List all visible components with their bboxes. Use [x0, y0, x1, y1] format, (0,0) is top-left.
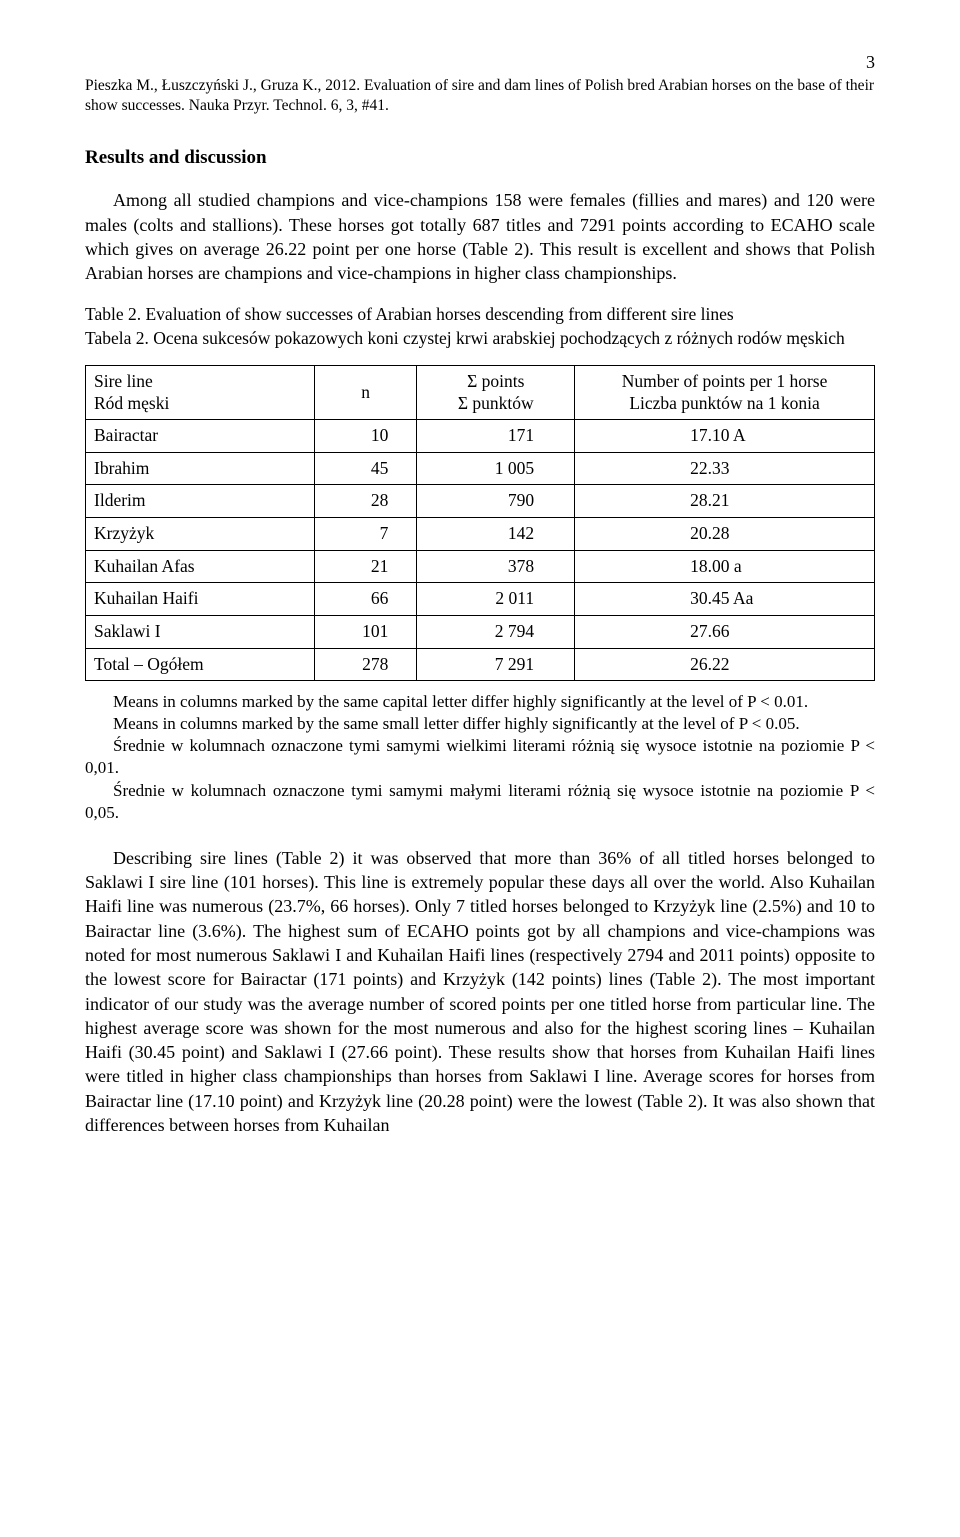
- col-header-sireline: Sire line Ród męski: [86, 365, 315, 420]
- cell-points: 7 291: [417, 648, 575, 681]
- col-header-label: Sire line: [94, 371, 153, 391]
- cell-points: 1 005: [417, 452, 575, 485]
- table-note: Means in columns marked by the same smal…: [85, 713, 875, 735]
- table-notes: Means in columns marked by the same capi…: [85, 691, 875, 824]
- cell-n: 10: [314, 420, 417, 453]
- cell-n: 278: [314, 648, 417, 681]
- table-note: Średnie w kolumnach oznaczone tymi samym…: [85, 735, 875, 779]
- header-citation: Pieszka M., Łuszczyński J., Gruza K., 20…: [85, 76, 875, 116]
- table-note: Średnie w kolumnach oznaczone tymi samym…: [85, 780, 875, 824]
- sire-line-table: Sire line Ród męski n Σ points Σ punktów…: [85, 365, 875, 682]
- col-header-points: Σ points Σ punktów: [417, 365, 575, 420]
- cell-avg: 27.66: [575, 615, 875, 648]
- table-row-total: Total – Ogółem 278 7 291 26.22: [86, 648, 875, 681]
- cell-n: 21: [314, 550, 417, 583]
- cell-avg: 28.21: [575, 485, 875, 518]
- cell-points: 378: [417, 550, 575, 583]
- cell-avg: 30.45 Aa: [575, 583, 875, 616]
- cell-points: 171: [417, 420, 575, 453]
- col-header-label: Liczba punktów na 1 konia: [629, 393, 820, 413]
- table-row: Ibrahim 45 1 005 22.33: [86, 452, 875, 485]
- cell-n: 28: [314, 485, 417, 518]
- cell-name: Krzyżyk: [86, 518, 315, 551]
- cell-avg: 20.28: [575, 518, 875, 551]
- cell-avg: 26.22: [575, 648, 875, 681]
- table-note: Means in columns marked by the same capi…: [85, 691, 875, 713]
- cell-name: Ibrahim: [86, 452, 315, 485]
- discussion-paragraph: Describing sire lines (Table 2) it was o…: [85, 846, 875, 1138]
- cell-n: 7: [314, 518, 417, 551]
- cell-name: Saklawi I: [86, 615, 315, 648]
- col-header-label: Σ punktów: [458, 393, 534, 413]
- cell-points: 2 011: [417, 583, 575, 616]
- col-header-n: n: [314, 365, 417, 420]
- cell-n: 45: [314, 452, 417, 485]
- cell-name: Bairactar: [86, 420, 315, 453]
- cell-points: 2 794: [417, 615, 575, 648]
- cell-name: Ilderim: [86, 485, 315, 518]
- table-caption: Table 2. Evaluation of show successes of…: [85, 303, 875, 350]
- col-header-label: Number of points per 1 horse: [622, 371, 828, 391]
- cell-avg: 22.33: [575, 452, 875, 485]
- cell-n: 66: [314, 583, 417, 616]
- table-body: Bairactar 10 171 17.10 A Ibrahim 45 1 00…: [86, 420, 875, 681]
- col-header-label: Ród męski: [94, 393, 169, 413]
- table-caption-en: Table 2. Evaluation of show successes of…: [85, 304, 734, 324]
- cell-avg: 18.00 a: [575, 550, 875, 583]
- table-row: Bairactar 10 171 17.10 A: [86, 420, 875, 453]
- table-row: Kuhailan Afas 21 378 18.00 a: [86, 550, 875, 583]
- page-number: 3: [85, 50, 875, 74]
- table-row: Kuhailan Haifi 66 2 011 30.45 Aa: [86, 583, 875, 616]
- col-header-avg: Number of points per 1 horse Liczba punk…: [575, 365, 875, 420]
- cell-name: Total – Ogółem: [86, 648, 315, 681]
- intro-paragraph: Among all studied champions and vice-cha…: [85, 188, 875, 285]
- col-header-label: n: [361, 382, 370, 402]
- table-header-row: Sire line Ród męski n Σ points Σ punktów…: [86, 365, 875, 420]
- table-row: Ilderim 28 790 28.21: [86, 485, 875, 518]
- table-caption-pl: Tabela 2. Ocena sukcesów pokazowych koni…: [85, 328, 845, 348]
- col-header-label: Σ points: [467, 371, 524, 391]
- section-heading: Results and discussion: [85, 145, 875, 171]
- table-row: Saklawi I 101 2 794 27.66: [86, 615, 875, 648]
- cell-n: 101: [314, 615, 417, 648]
- cell-name: Kuhailan Haifi: [86, 583, 315, 616]
- cell-avg: 17.10 A: [575, 420, 875, 453]
- table-row: Krzyżyk 7 142 20.28: [86, 518, 875, 551]
- cell-points: 142: [417, 518, 575, 551]
- cell-points: 790: [417, 485, 575, 518]
- cell-name: Kuhailan Afas: [86, 550, 315, 583]
